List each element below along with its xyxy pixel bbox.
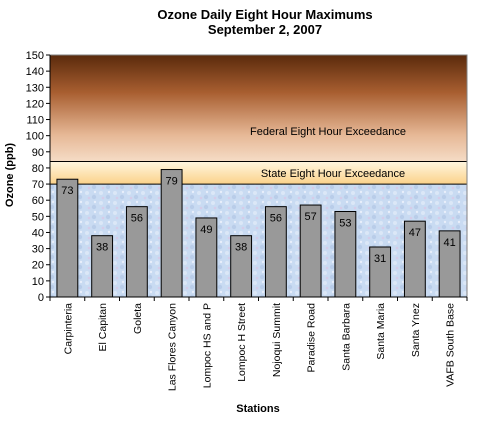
x-axis: Carpinteria El Capitan Goleta Las Flores Ca…: [49, 296, 468, 391]
bar-value-label: 53: [339, 217, 351, 229]
band-label-federal: Federal Eight Hour Exceedance: [250, 126, 406, 138]
x-tick-label: Goleta: [132, 303, 144, 334]
band-federal-exceedance: [50, 55, 467, 162]
x-tick-label: Lompoc H Street: [236, 303, 248, 382]
bar-value-label: 38: [235, 242, 247, 254]
y-tick-label: 140: [26, 66, 44, 78]
y-tick-label: 120: [26, 98, 44, 110]
bar-value-label: 56: [270, 213, 282, 225]
x-tick-label: El Capitan: [97, 303, 109, 352]
x-tick-label: Lompoc HS and P: [201, 303, 213, 388]
plot-area: State Eight Hour Exceedance Federal Eigh…: [49, 54, 468, 298]
y-tick-label: 10: [32, 276, 44, 288]
chart-subtitle: September 2, 2007: [208, 22, 322, 37]
x-tick-label: VAFB South Base: [445, 303, 457, 387]
bar-value-label: 41: [444, 237, 456, 249]
bar-value-label: 47: [409, 227, 421, 239]
y-tick-label: 50: [32, 211, 44, 223]
x-tick-label: Paradise Road: [306, 303, 318, 373]
bar: [160, 169, 183, 298]
y-axis-title: Ozone (ppb): [4, 143, 16, 207]
x-tick-label: Nojoqui Summit: [271, 303, 283, 377]
bar-value-label: 49: [200, 224, 212, 236]
x-axis-title: Stations: [236, 403, 279, 415]
y-tick-label: 130: [26, 82, 44, 94]
y-tick-label: 30: [32, 244, 44, 256]
y-tick-label: 0: [38, 292, 44, 304]
x-tick-label: Santa Barbara: [340, 303, 352, 371]
y-tick-label: 100: [26, 131, 44, 143]
bar-value-label: 31: [374, 253, 386, 265]
y-tick-label: 70: [32, 179, 44, 191]
y-tick-label: 20: [32, 260, 44, 272]
band-safe: [50, 184, 467, 297]
bar-value-label: 57: [305, 211, 317, 223]
bar-value-label: 56: [131, 213, 143, 225]
bar-value-label: 73: [61, 185, 73, 197]
y-tick-label: 40: [32, 227, 44, 239]
bars-group: 73 38 56 79 49 38 56 57 53 31 47 41: [56, 169, 461, 298]
y-tick-label: 90: [32, 147, 44, 159]
y-axis: 0 10 20 30 40 50 60 70 80 90 100 110 120 130 140 150: [26, 50, 51, 304]
bar-value-label: 38: [96, 242, 108, 254]
chart-title: Ozone Daily Eight Hour Maximums: [157, 7, 372, 22]
x-tick-label: Santa Maria: [375, 303, 387, 360]
y-tick-label: 110: [26, 115, 44, 127]
bar-value-label: 79: [166, 176, 178, 188]
band-label-state: State Eight Hour Exceedance: [261, 168, 405, 180]
x-tick-label: Santa Ynez: [410, 303, 422, 357]
band-state-exceedance: [50, 161, 467, 185]
y-tick-label: 150: [26, 50, 44, 62]
x-tick-label: Las Flores Canyon: [167, 303, 179, 391]
y-tick-label: 80: [32, 163, 44, 175]
x-tick-label: Carpinteria: [62, 303, 74, 355]
y-tick-label: 60: [32, 195, 44, 207]
